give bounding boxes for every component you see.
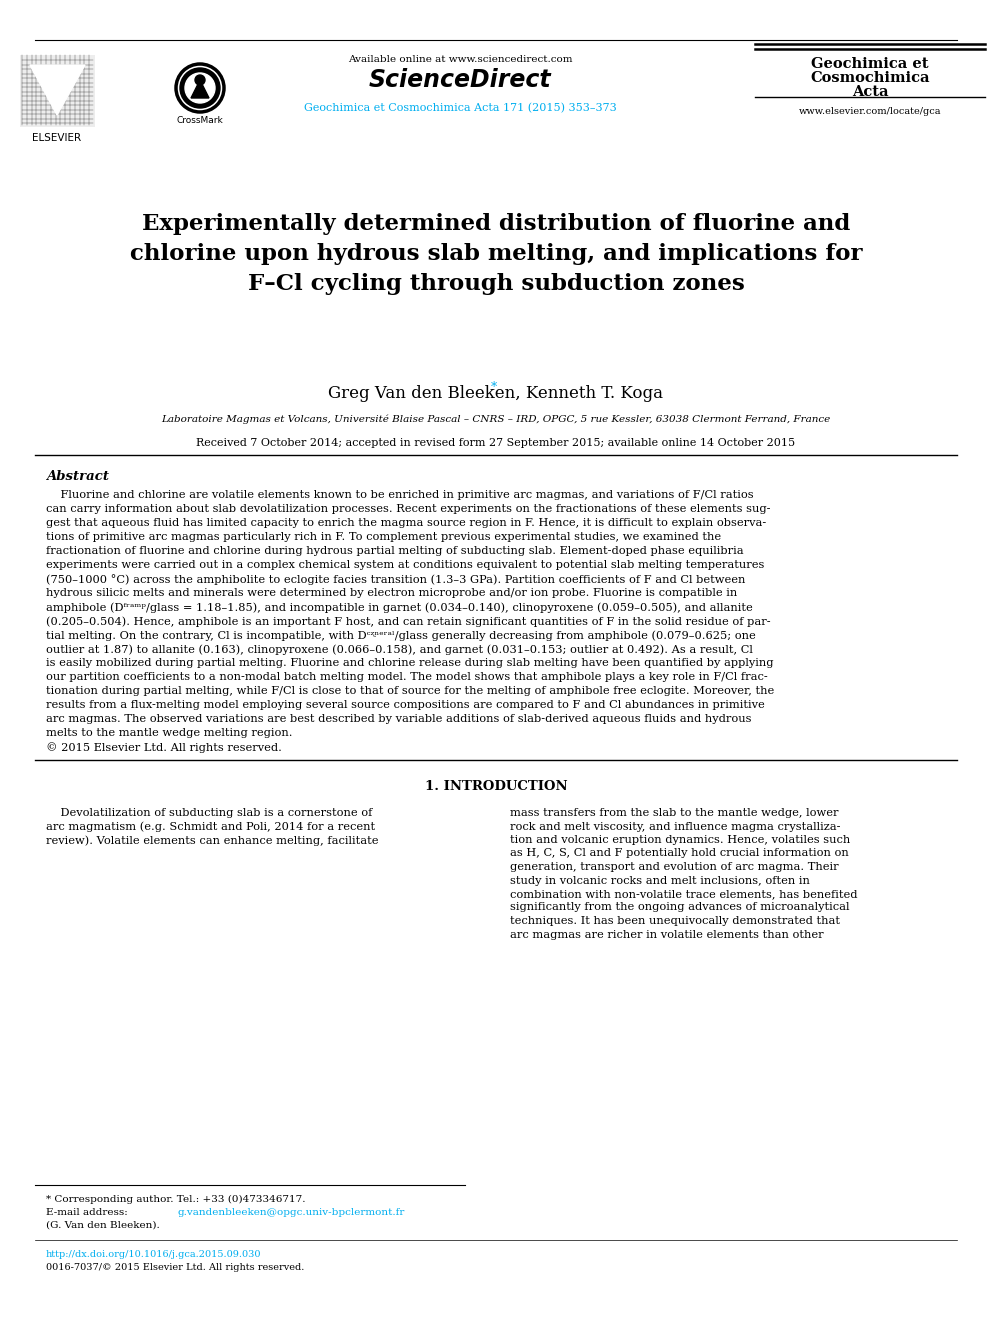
Text: arc magmatism (e.g. Schmidt and Poli, 2014 for a recent: arc magmatism (e.g. Schmidt and Poli, 20… xyxy=(46,822,375,832)
Circle shape xyxy=(180,67,220,108)
Text: tionation during partial melting, while F/Cl is close to that of source for the : tionation during partial melting, while … xyxy=(46,687,774,696)
Bar xyxy=(20,56,95,127)
Text: mass transfers from the slab to the mantle wedge, lower: mass transfers from the slab to the mant… xyxy=(510,808,838,818)
Text: tions of primitive arc magmas particularly rich in F. To complement previous exp: tions of primitive arc magmas particular… xyxy=(46,532,721,542)
Text: ScienceDirect: ScienceDirect xyxy=(369,67,552,93)
Text: experiments were carried out in a complex chemical system at conditions equivale: experiments were carried out in a comple… xyxy=(46,560,765,570)
Text: Received 7 October 2014; accepted in revised form 27 September 2015; available o: Received 7 October 2014; accepted in rev… xyxy=(196,438,796,448)
Text: (G. Van den Bleeken).: (G. Van den Bleeken). xyxy=(46,1221,160,1230)
Text: Cosmochimica: Cosmochimica xyxy=(810,71,930,85)
Text: E-mail address:: E-mail address: xyxy=(46,1208,131,1217)
Text: Laboratoire Magmas et Volcans, Université Blaise Pascal – CNRS – IRD, OPGC, 5 ru: Laboratoire Magmas et Volcans, Universit… xyxy=(162,415,830,425)
Text: review). Volatile elements can enhance melting, facilitate: review). Volatile elements can enhance m… xyxy=(46,835,379,845)
Text: Fluorine and chlorine are volatile elements known to be enriched in primitive ar: Fluorine and chlorine are volatile eleme… xyxy=(46,490,754,500)
Text: study in volcanic rocks and melt inclusions, often in: study in volcanic rocks and melt inclusi… xyxy=(510,876,809,885)
Text: F–Cl cycling through subduction zones: F–Cl cycling through subduction zones xyxy=(248,273,744,295)
Text: 1. INTRODUCTION: 1. INTRODUCTION xyxy=(425,781,567,792)
Text: fractionation of fluorine and chlorine during hydrous partial melting of subduct: fractionation of fluorine and chlorine d… xyxy=(46,546,744,556)
Circle shape xyxy=(195,75,205,85)
Text: our partition coefficients to a non-modal batch melting model. The model shows t: our partition coefficients to a non-moda… xyxy=(46,672,768,681)
Text: Geochimica et: Geochimica et xyxy=(811,57,929,71)
Text: © 2015 Elsevier Ltd. All rights reserved.: © 2015 Elsevier Ltd. All rights reserved… xyxy=(46,742,282,753)
Text: Experimentally determined distribution of fluorine and: Experimentally determined distribution o… xyxy=(142,213,850,235)
Text: tion and volcanic eruption dynamics. Hence, volatiles such: tion and volcanic eruption dynamics. Hen… xyxy=(510,835,850,845)
Text: significantly from the ongoing advances of microanalytical: significantly from the ongoing advances … xyxy=(510,902,849,913)
Text: is easily mobilized during partial melting. Fluorine and chlorine release during: is easily mobilized during partial melti… xyxy=(46,658,774,668)
Text: rock and melt viscosity, and influence magma crystalliza-: rock and melt viscosity, and influence m… xyxy=(510,822,840,831)
Text: generation, transport and evolution of arc magma. Their: generation, transport and evolution of a… xyxy=(510,863,838,872)
Text: arc magmas are richer in volatile elements than other: arc magmas are richer in volatile elemen… xyxy=(510,930,823,939)
Text: http://dx.doi.org/10.1016/j.gca.2015.09.030: http://dx.doi.org/10.1016/j.gca.2015.09.… xyxy=(46,1250,262,1259)
Text: Acta: Acta xyxy=(852,85,888,99)
Polygon shape xyxy=(30,65,85,115)
Text: * Corresponding author. Tel.: +33 (0)473346717.: * Corresponding author. Tel.: +33 (0)473… xyxy=(46,1195,306,1204)
Text: results from a flux-melting model employing several source compositions are comp: results from a flux-melting model employ… xyxy=(46,700,765,710)
Text: melts to the mantle wedge melting region.: melts to the mantle wedge melting region… xyxy=(46,728,293,738)
Text: www.elsevier.com/locate/gca: www.elsevier.com/locate/gca xyxy=(799,107,941,116)
Text: (750–1000 °C) across the amphibolite to eclogite facies transition (1.3–3 GPa). : (750–1000 °C) across the amphibolite to … xyxy=(46,574,745,585)
Text: as H, C, S, Cl and F potentially hold crucial information on: as H, C, S, Cl and F potentially hold cr… xyxy=(510,848,849,859)
Text: Available online at www.sciencedirect.com: Available online at www.sciencedirect.co… xyxy=(348,56,572,64)
Text: Abstract: Abstract xyxy=(46,470,109,483)
Text: can carry information about slab devolatilization processes. Recent experiments : can carry information about slab devolat… xyxy=(46,504,771,515)
Text: 0016-7037/© 2015 Elsevier Ltd. All rights reserved.: 0016-7037/© 2015 Elsevier Ltd. All right… xyxy=(46,1263,305,1271)
Text: combination with non-volatile trace elements, has benefited: combination with non-volatile trace elem… xyxy=(510,889,857,900)
Text: outlier at 1.87) to allanite (0.163), clinopyroxene (0.066–0.158), and garnet (0: outlier at 1.87) to allanite (0.163), cl… xyxy=(46,644,753,655)
Text: ELSEVIER: ELSEVIER xyxy=(33,134,81,143)
Polygon shape xyxy=(191,79,209,98)
Text: (0.205–0.504). Hence, amphibole is an important F host, and can retain significa: (0.205–0.504). Hence, amphibole is an im… xyxy=(46,617,771,627)
Text: chlorine upon hydrous slab melting, and implications for: chlorine upon hydrous slab melting, and … xyxy=(130,243,862,265)
Text: techniques. It has been unequivocally demonstrated that: techniques. It has been unequivocally de… xyxy=(510,916,840,926)
Text: *: * xyxy=(491,381,497,394)
Text: amphibole (Dᶠʳᵃᵐᵖ/glass = 1.18–1.85), and incompatible in garnet (0.034–0.140), : amphibole (Dᶠʳᵃᵐᵖ/glass = 1.18–1.85), an… xyxy=(46,602,753,613)
Text: Greg Van den Bleeken, Kenneth T. Koga: Greg Van den Bleeken, Kenneth T. Koga xyxy=(328,385,664,402)
Text: arc magmas. The observed variations are best described by variable additions of : arc magmas. The observed variations are … xyxy=(46,714,752,724)
Text: gest that aqueous fluid has limited capacity to enrich the magma source region i: gest that aqueous fluid has limited capa… xyxy=(46,519,766,528)
Text: CrossMark: CrossMark xyxy=(177,116,223,124)
Circle shape xyxy=(185,73,215,103)
Text: Devolatilization of subducting slab is a cornerstone of: Devolatilization of subducting slab is a… xyxy=(46,808,372,818)
Text: g.vandenbleeken@opgc.univ-bpclermont.fr: g.vandenbleeken@opgc.univ-bpclermont.fr xyxy=(178,1208,406,1217)
Text: tial melting. On the contrary, Cl is incompatible, with Dᶜᶼⁿᵉʳᵃˡ/glass generally: tial melting. On the contrary, Cl is inc… xyxy=(46,630,756,640)
Text: hydrous silicic melts and minerals were determined by electron microprobe and/or: hydrous silicic melts and minerals were … xyxy=(46,587,737,598)
Text: Geochimica et Cosmochimica Acta 171 (2015) 353–373: Geochimica et Cosmochimica Acta 171 (201… xyxy=(304,103,616,114)
